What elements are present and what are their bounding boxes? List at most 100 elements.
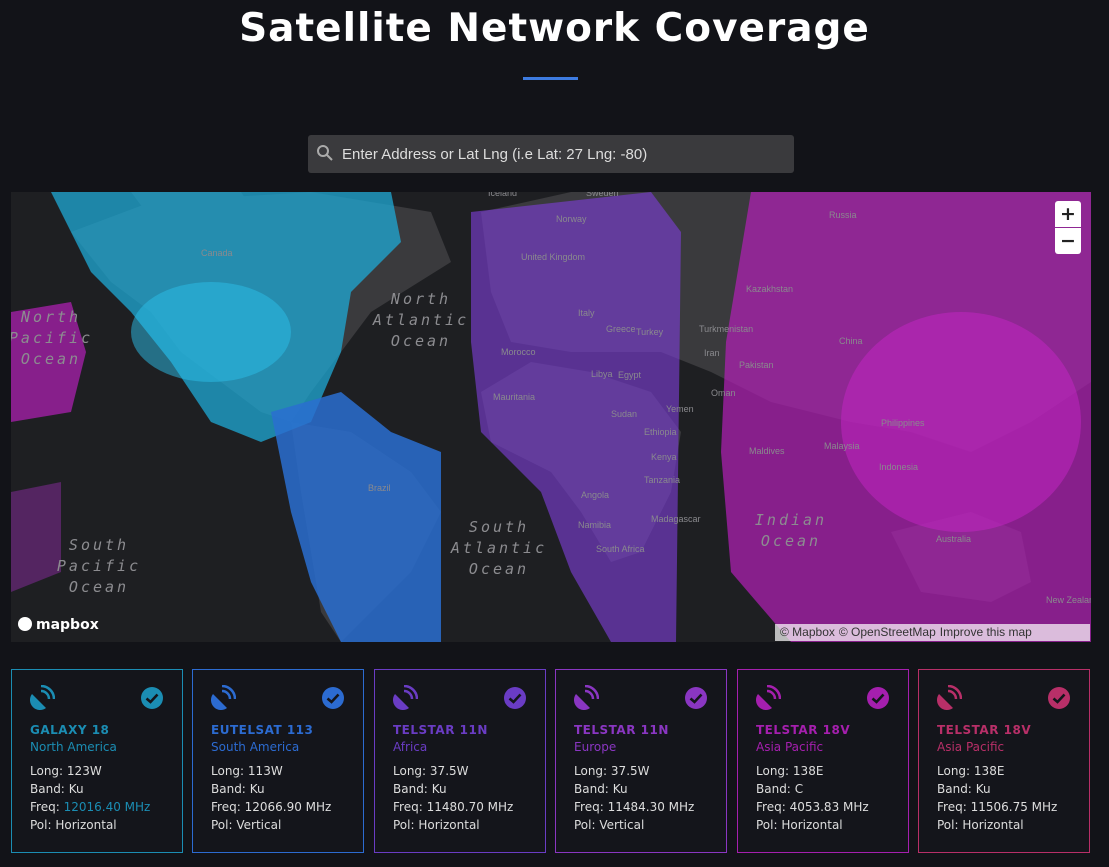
- icon-wave: [766, 685, 781, 700]
- zoom-out[interactable]: −: [1055, 228, 1081, 254]
- place-label: Brazil: [368, 483, 391, 493]
- detail-label: Pol:: [756, 818, 778, 832]
- detail-label: Long:: [393, 764, 427, 778]
- detail-value: C: [794, 782, 804, 796]
- place-label: Russia: [829, 210, 857, 220]
- detail-value: Ku: [431, 782, 447, 796]
- ocean-label: Pacific: [11, 329, 93, 347]
- satellite-card[interactable]: EUTELSAT 113 South America Long: 113W Band:…: [192, 669, 364, 853]
- check-icon: [322, 687, 344, 709]
- check-circle: [1048, 687, 1070, 709]
- place-label: China: [839, 336, 863, 346]
- place-label: South Africa: [596, 544, 645, 554]
- attribution-item: Improve this map: [939, 625, 1032, 639]
- search-box[interactable]: Enter Address or Lat Lng (i.e Lat: 27 Ln…: [308, 135, 794, 173]
- place-label: Kenya: [651, 452, 677, 462]
- search-icon: [317, 145, 333, 161]
- detail-row: Long: 138E: [937, 764, 1004, 778]
- attribution-item: © Mapbox: [780, 625, 835, 639]
- satellite-region: North America: [30, 740, 117, 754]
- check-circle: [141, 687, 163, 709]
- detail-label: Pol:: [937, 818, 959, 832]
- satellite-name: TELSTAR 11N: [393, 723, 488, 737]
- satellite-region: Europe: [574, 740, 617, 754]
- satellite-card[interactable]: TELSTAR 11N Europe Long: 37.5W Band: Ku Freq…: [555, 669, 727, 853]
- detail-value: Horizontal: [962, 818, 1024, 832]
- detail-value: 11480.70 MHz: [426, 800, 514, 814]
- ocean-label: Ocean: [761, 532, 821, 550]
- ocean-label: North: [390, 290, 451, 308]
- detail-value: Ku: [68, 782, 84, 796]
- place-label: Morocco: [501, 347, 536, 357]
- place-label: Mauritania: [493, 392, 535, 402]
- place-label: Philippines: [881, 418, 925, 428]
- detail-value: 37.5W: [429, 764, 469, 778]
- check-icon: [504, 687, 526, 709]
- detail-row: Freq: 12016.40 MHz: [30, 800, 150, 814]
- satellite-icon: [574, 685, 599, 710]
- icon-dish: [393, 694, 409, 710]
- check-mark: [871, 693, 885, 704]
- place-label: Yemen: [666, 404, 694, 414]
- map[interactable]: North Pacific Ocean North Atlantic Ocean South…: [11, 192, 1091, 642]
- place-label: Turkey: [636, 327, 664, 337]
- detail-row: Long: 138E: [756, 764, 823, 778]
- check-circle: [867, 687, 889, 709]
- check-icon: [867, 687, 889, 709]
- satellite-icon: [756, 685, 781, 710]
- satellite-region: South America: [211, 740, 300, 754]
- icon-dish: [756, 694, 772, 710]
- detail-label: Long:: [756, 764, 790, 778]
- satellite-name: TELSTAR 18V: [937, 723, 1032, 737]
- satellite-card[interactable]: TELSTAR 18V Asia Pacific Long: 138E Band: K…: [918, 669, 1090, 853]
- check-circle: [322, 687, 344, 709]
- check-mark: [326, 693, 340, 704]
- satellite-icon: [30, 685, 55, 710]
- detail-label: Band:: [30, 782, 65, 796]
- ocean-label: South: [69, 536, 129, 554]
- ocean-label: South: [469, 518, 529, 536]
- mapbox-logo[interactable]: mapbox: [18, 617, 99, 633]
- detail-row: Pol: Horizontal: [756, 818, 843, 832]
- detail-row: Freq: 11484.30 MHz: [574, 800, 694, 814]
- attribution: © Mapbox © OpenStreetMap Improve this map: [775, 624, 1090, 641]
- detail-row: Freq: 11480.70 MHz: [393, 800, 513, 814]
- satellite-card[interactable]: GALAXY 18 North America Long: 123W Band: Ku…: [11, 669, 183, 853]
- detail-label: Freq:: [211, 800, 241, 814]
- place-label: Kazakhstan: [746, 284, 793, 294]
- ocean-label: Ocean: [69, 578, 129, 596]
- check-mark: [508, 693, 522, 704]
- satellite-card[interactable]: TELSTAR 11N Africa Long: 37.5W Band: Ku Freq…: [374, 669, 546, 853]
- satellite-name: TELSTAR 11N: [574, 723, 669, 737]
- mapbox-logo-text: mapbox: [36, 617, 99, 633]
- place-label: Norway: [556, 214, 587, 224]
- satellite-card[interactable]: TELSTAR 18V Asia Pacific Long: 138E Band: C…: [737, 669, 909, 853]
- detail-row: Long: 37.5W: [574, 764, 650, 778]
- detail-row: Pol: Vertical: [574, 818, 644, 832]
- detail-value: Horizontal: [418, 818, 480, 832]
- detail-row: Band: Ku: [574, 782, 628, 796]
- detail-value: 12016.40 MHz: [63, 800, 151, 814]
- icon-dish: [211, 694, 227, 710]
- place-label: Canada: [201, 248, 233, 258]
- title-underline: [523, 77, 578, 80]
- check-circle: [685, 687, 707, 709]
- detail-row: Freq: 11506.75 MHz: [937, 800, 1057, 814]
- satellite-name: EUTELSAT 113: [211, 723, 314, 737]
- place-label: Australia: [936, 534, 971, 544]
- icon-wave: [584, 685, 599, 700]
- satellite-region: Asia Pacific: [937, 740, 1005, 754]
- detail-label: Band:: [937, 782, 972, 796]
- place-label: Greece: [606, 324, 636, 334]
- place-label: Italy: [578, 308, 595, 318]
- detail-label: Long:: [937, 764, 971, 778]
- place-label: Maldives: [749, 446, 785, 456]
- place-label: Pakistan: [739, 360, 774, 370]
- zoom-in[interactable]: +: [1055, 201, 1081, 227]
- detail-value: 11506.75 MHz: [970, 800, 1058, 814]
- detail-value: Vertical: [599, 818, 645, 832]
- detail-row: Pol: Horizontal: [393, 818, 480, 832]
- check-mark: [145, 693, 159, 704]
- detail-label: Freq:: [937, 800, 967, 814]
